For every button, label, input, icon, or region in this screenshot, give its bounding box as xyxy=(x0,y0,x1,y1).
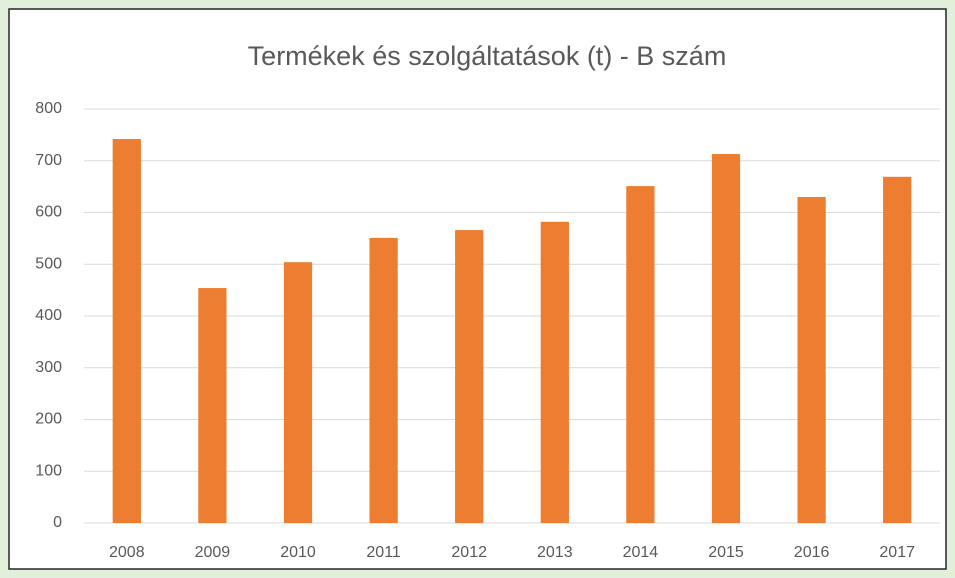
y-tick-label: 800 xyxy=(35,100,62,117)
x-tick-label: 2015 xyxy=(708,544,744,561)
bar xyxy=(198,288,227,523)
y-tick-label: 200 xyxy=(35,411,62,428)
y-tick-label: 100 xyxy=(35,462,62,479)
y-tick-label: 700 xyxy=(35,152,62,169)
x-tick-label: 2009 xyxy=(195,544,231,561)
chart-title: Termékek és szolgáltatások (t) - B szám xyxy=(248,41,727,71)
bar xyxy=(883,176,912,524)
bar xyxy=(112,139,141,523)
x-tick-label: 2008 xyxy=(109,544,145,561)
bar xyxy=(283,262,313,523)
y-tick-label: 600 xyxy=(35,204,62,221)
bar xyxy=(369,237,398,524)
x-tick-label: 2011 xyxy=(366,544,401,561)
bar xyxy=(711,154,741,523)
x-tick-label: 2017 xyxy=(879,544,915,561)
y-tick-label: 300 xyxy=(35,359,62,376)
x-tick-label: 2013 xyxy=(537,544,573,561)
y-tick-label: 400 xyxy=(35,307,62,324)
bar xyxy=(540,221,569,523)
x-tick-label: 2012 xyxy=(451,544,487,561)
bar xyxy=(626,186,655,524)
y-tick-label: 0 xyxy=(53,514,62,531)
y-tick-label: 500 xyxy=(35,255,62,272)
bar xyxy=(455,230,484,523)
x-tick-label: 2014 xyxy=(623,544,659,561)
bar xyxy=(797,196,826,523)
x-tick-label: 2010 xyxy=(280,544,316,561)
x-tick-label: 2016 xyxy=(794,544,830,561)
